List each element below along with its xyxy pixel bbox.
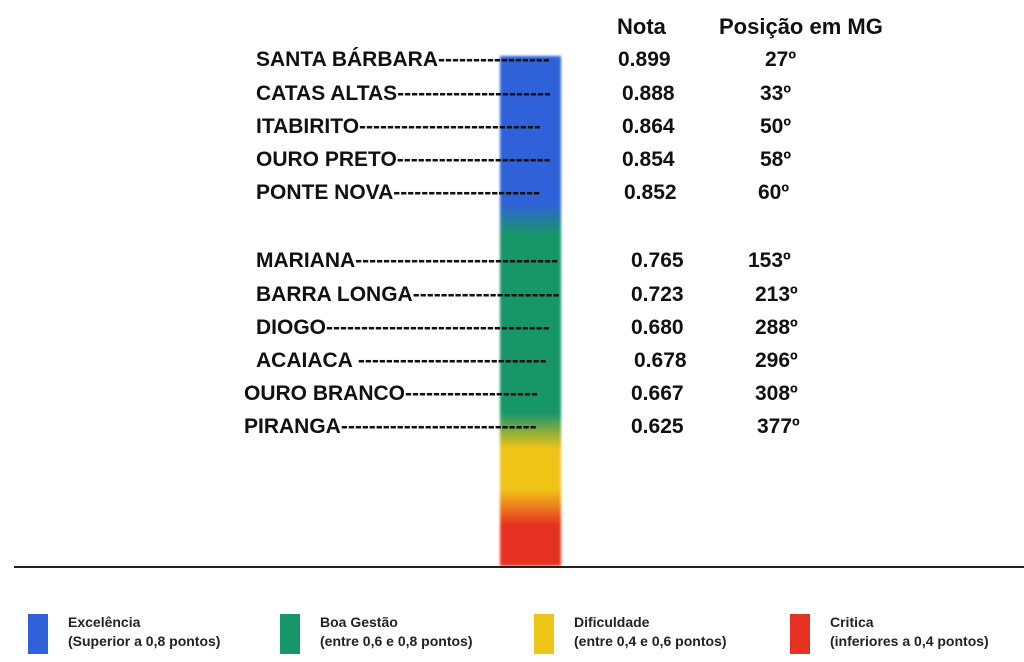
- municipality-name: SANTA BÁRBARA----------------: [256, 48, 550, 71]
- legend-text: Critica (inferiores a 0,4 pontos): [830, 613, 989, 651]
- legend-text: Boa Gestão (entre 0,6 e 0,8 pontos): [320, 613, 472, 651]
- rank-value: 27º: [765, 48, 797, 71]
- score-value: 0.888: [622, 82, 675, 105]
- rank-value: 377º: [757, 415, 800, 438]
- municipality-name: OURO BRANCO-------------------: [244, 382, 538, 405]
- legend-text: Dificuldade (entre 0,4 e 0,6 pontos): [574, 613, 726, 651]
- rank-value: 50º: [760, 115, 792, 138]
- municipality-name: PONTE NOVA---------------------: [256, 181, 541, 204]
- legend: Excelência (Superior a 0,8 pontos) Boa Ges…: [0, 600, 1024, 662]
- rank-value: 58º: [760, 148, 792, 171]
- score-value: 0.667: [631, 382, 684, 405]
- score-value: 0.678: [634, 349, 687, 372]
- legend-swatch: [28, 614, 48, 654]
- rank-value: 288º: [755, 316, 798, 339]
- rank-value: 213º: [755, 283, 798, 306]
- municipality-name: ITABIRITO--------------------------: [256, 115, 541, 138]
- rank-value: 296º: [755, 349, 798, 372]
- legend-text: Excelência (Superior a 0,8 pontos): [68, 613, 220, 651]
- rank-value: 60º: [758, 181, 790, 204]
- municipality-name: DIOGO--------------------------------: [256, 316, 550, 339]
- header-nota: Nota: [617, 14, 666, 39]
- score-value: 0.899: [618, 48, 671, 71]
- legend-label: Excelência: [68, 614, 141, 630]
- score-value: 0.723: [631, 283, 684, 306]
- legend-swatch: [534, 614, 554, 654]
- legend-label: Critica: [830, 614, 874, 630]
- score-value: 0.765: [631, 249, 684, 272]
- rank-value: 308º: [755, 382, 798, 405]
- legend-swatch: [790, 614, 810, 654]
- rank-value: 153º: [748, 249, 791, 272]
- score-gradient-bar: [500, 56, 561, 566]
- baseline-divider: [14, 566, 1024, 568]
- municipality-name: PIRANGA----------------------------: [244, 415, 537, 438]
- legend-description: (Superior a 0,8 pontos): [68, 633, 221, 649]
- legend-description: (entre 0,4 e 0,6 pontos): [574, 633, 727, 649]
- header-posicao: Posição em MG: [719, 14, 883, 39]
- legend-label: Dificuldade: [574, 614, 650, 630]
- legend-description: (entre 0,6 e 0,8 pontos): [320, 633, 473, 649]
- municipality-name: BARRA LONGA---------------------: [256, 283, 560, 306]
- score-value: 0.625: [631, 415, 684, 438]
- legend-description: (inferiores a 0,4 pontos): [830, 633, 989, 649]
- score-value: 0.852: [624, 181, 677, 204]
- municipality-name: OURO PRETO----------------------: [256, 148, 551, 171]
- legend-swatch: [280, 614, 300, 654]
- score-value: 0.854: [622, 148, 675, 171]
- municipality-name: ACAIACA ---------------------------: [256, 349, 547, 372]
- score-value: 0.864: [622, 115, 675, 138]
- legend-label: Boa Gestão: [320, 614, 398, 630]
- score-value: 0.680: [631, 316, 684, 339]
- municipality-name: CATAS ALTAS----------------------: [256, 82, 551, 105]
- municipality-name: MARIANA-----------------------------: [256, 249, 558, 272]
- rank-value: 33º: [760, 82, 792, 105]
